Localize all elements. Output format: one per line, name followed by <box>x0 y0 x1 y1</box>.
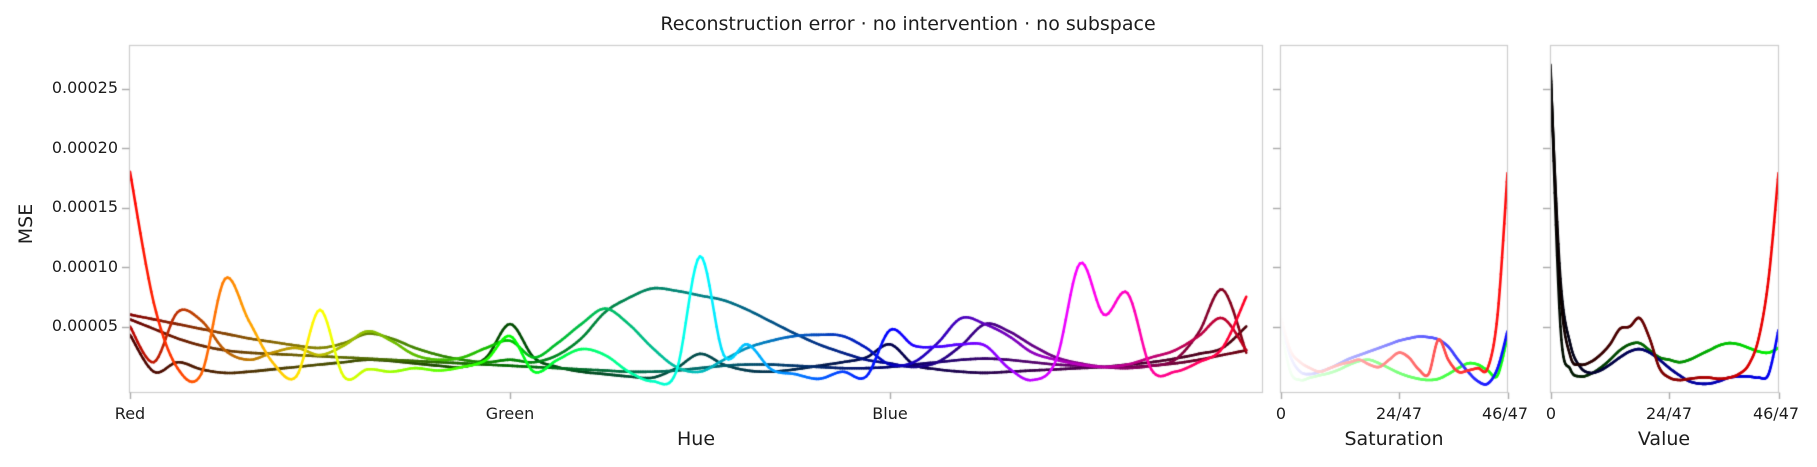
saturation-tick-label-46-47: 46/47 <box>1481 404 1529 423</box>
y-tick-label-0.00010: 0.00010 <box>51 257 118 276</box>
y-tick-label-0.00025: 0.00025 <box>51 78 118 97</box>
figure-title: Reconstruction error · no intervention ·… <box>660 13 1156 35</box>
x-axis-label-hue: Hue <box>676 428 716 450</box>
value-tick-label-46-47: 46/47 <box>1752 404 1800 423</box>
hue-tick-label-green: Green <box>485 404 535 423</box>
y-tick-label-0.00015: 0.00015 <box>51 197 118 216</box>
x-axis-label-saturation: Saturation <box>1344 428 1444 450</box>
x-axis-label-value: Value <box>1637 428 1691 450</box>
saturation-tick-label-0: 0 <box>1275 404 1287 423</box>
value-tick-label-0: 0 <box>1545 404 1557 423</box>
hue-tick-label-blue: Blue <box>872 404 908 423</box>
y-tick-label-0.00020: 0.00020 <box>51 138 118 157</box>
hue-tick-label-red: Red <box>114 404 146 423</box>
saturation-tick-label-24-47: 24/47 <box>1375 404 1423 423</box>
y-tick-label-0.00005: 0.00005 <box>51 316 118 335</box>
value-tick-label-24-47: 24/47 <box>1645 404 1693 423</box>
